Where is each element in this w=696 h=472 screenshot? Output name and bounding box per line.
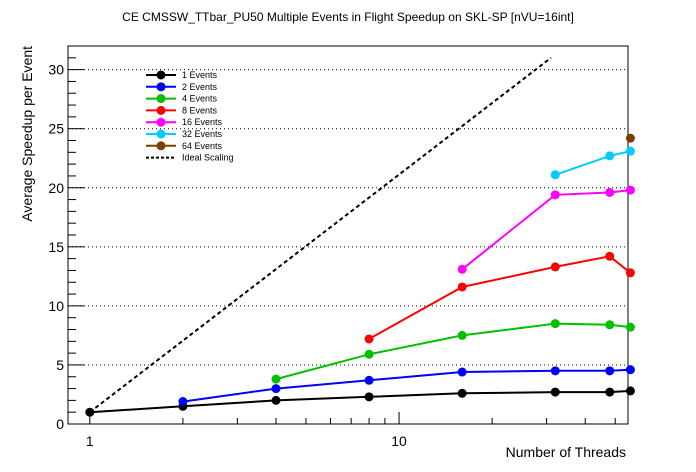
y-tick-label: 20 xyxy=(48,180,64,196)
series-layer xyxy=(85,57,635,417)
axis-layer: 0 5 10 15 20 25 30 1 10 xyxy=(48,57,616,449)
series-line xyxy=(182,368,631,403)
series-1-events xyxy=(85,386,635,417)
data-point xyxy=(457,330,467,340)
grid-layer xyxy=(68,69,628,366)
data-point xyxy=(178,397,188,407)
legend-label: 32 Events xyxy=(182,129,223,139)
legend-item: 32 Events xyxy=(146,129,223,139)
data-point xyxy=(605,151,615,161)
legend-item: 4 Events xyxy=(146,94,218,104)
data-point xyxy=(605,387,615,397)
series-32-events xyxy=(550,146,635,180)
legend-marker xyxy=(156,141,166,151)
series-line xyxy=(89,389,631,414)
legend-item: 64 Events xyxy=(146,141,223,151)
data-point xyxy=(625,365,635,375)
x-tick-label: 1 xyxy=(86,433,94,449)
series-2-events xyxy=(178,365,635,407)
y-tick-label: 5 xyxy=(56,357,64,373)
data-point xyxy=(364,375,374,385)
series-64-events xyxy=(625,133,635,143)
data-point xyxy=(457,367,467,377)
y-tick-label: 0 xyxy=(56,416,64,432)
series-line xyxy=(461,189,631,271)
data-point xyxy=(625,133,635,143)
legend-item: 8 Events xyxy=(146,105,218,115)
series-4-events xyxy=(271,319,635,384)
legend-marker xyxy=(156,117,166,127)
legend-label: 8 Events xyxy=(182,105,218,115)
data-point xyxy=(550,262,560,272)
data-point xyxy=(550,170,560,180)
data-point xyxy=(605,187,615,197)
legend-item: 2 Events xyxy=(146,82,218,92)
data-point xyxy=(550,366,560,376)
legend-label: 4 Events xyxy=(182,94,218,104)
series-ideal-scaling xyxy=(89,57,552,413)
legend-marker xyxy=(156,82,166,92)
data-point xyxy=(457,388,467,398)
data-point xyxy=(605,320,615,330)
data-point xyxy=(271,384,281,394)
legend-marker xyxy=(156,70,166,80)
series-8-events xyxy=(364,251,635,344)
legend-label: Ideal Scaling xyxy=(182,153,234,163)
legend-marker xyxy=(156,129,166,139)
chart-title: CE CMSSW_TTbar_PU50 Multiple Events in F… xyxy=(122,10,574,24)
legend-item: 16 Events xyxy=(146,117,223,127)
x-axis-label: Number of Threads xyxy=(506,444,626,460)
y-axis-label: Average Speedup per Event xyxy=(19,46,35,222)
data-point xyxy=(364,392,374,402)
data-point xyxy=(625,185,635,195)
legend-label: 16 Events xyxy=(182,117,223,127)
data-point xyxy=(605,366,615,376)
data-point xyxy=(605,251,615,261)
data-point xyxy=(550,190,560,200)
ideal-scaling-line xyxy=(89,57,552,413)
series-line xyxy=(554,150,631,176)
data-point xyxy=(625,268,635,278)
legend-item: 1 Events xyxy=(146,70,218,80)
data-point xyxy=(271,395,281,405)
y-tick-label: 25 xyxy=(48,121,64,137)
legend-label: 2 Events xyxy=(182,82,218,92)
data-point xyxy=(550,319,560,329)
data-point xyxy=(364,349,374,359)
data-point xyxy=(364,334,374,344)
legend-label: 64 Events xyxy=(182,141,223,151)
series-line xyxy=(368,255,632,340)
data-point xyxy=(457,264,467,274)
data-point xyxy=(625,146,635,156)
data-point xyxy=(625,322,635,332)
y-tick-label: 10 xyxy=(48,298,64,314)
y-tick-label: 30 xyxy=(48,62,64,78)
series-16-events xyxy=(457,185,635,274)
data-point xyxy=(457,282,467,292)
legend-marker xyxy=(156,94,166,104)
legend-marker xyxy=(156,105,166,115)
x-tick-label: 10 xyxy=(391,433,407,449)
data-point xyxy=(550,387,560,397)
legend-item: Ideal Scaling xyxy=(146,153,234,163)
data-point xyxy=(271,374,281,384)
data-point xyxy=(625,386,635,396)
plot-frame xyxy=(67,45,629,425)
legend-label: 1 Events xyxy=(182,70,218,80)
y-tick-label: 15 xyxy=(48,239,64,255)
